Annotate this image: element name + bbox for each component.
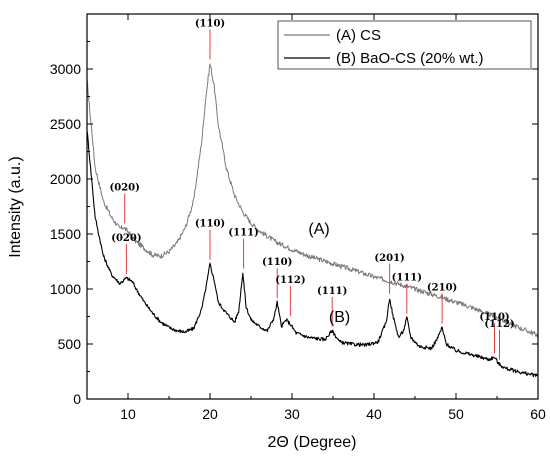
- peak-label: (020): [111, 233, 141, 244]
- curve-label-a: (A): [308, 221, 329, 238]
- peak-labels: (110)(020)(020)(110)(111)(110)(112)(111)…: [110, 19, 515, 360]
- x-axis-title: 2Θ (Degree): [268, 434, 357, 451]
- y-axis-ticks: 0 500 1000 1500 2000 2500 3000: [50, 41, 538, 407]
- legend-box: [277, 20, 532, 70]
- x-tick-label: 30: [284, 406, 300, 422]
- x-tick-label: 60: [530, 406, 546, 422]
- peak-label: (020): [110, 182, 140, 193]
- x-tick-label: 50: [448, 406, 464, 422]
- y-tick-label: 3000: [50, 61, 81, 77]
- plot-frame: [86, 13, 539, 400]
- peak-label: (110): [479, 312, 509, 323]
- peak-label: (112): [275, 275, 305, 286]
- x-axis-ticks: 10 20 30 40 50 60: [86, 14, 546, 422]
- y-tick-label: 0: [73, 391, 81, 407]
- peak-label: (201): [374, 253, 404, 264]
- series-line-bao-cs: [86, 130, 539, 378]
- y-tick-label: 500: [58, 336, 82, 352]
- y-tick-label: 1000: [50, 281, 81, 297]
- legend: (A) CS (B) BaO-CS (20% wt.): [277, 20, 532, 70]
- peak-label: (110): [262, 257, 292, 268]
- plot-background: [87, 14, 538, 399]
- series-line-cs: [86, 63, 539, 338]
- x-tick-label: 10: [120, 406, 136, 422]
- peak-label: (112): [484, 319, 514, 330]
- curve-label-b: (B): [329, 309, 350, 326]
- y-axis-title: Intensity (a.u.): [7, 156, 24, 257]
- peak-label: (110): [195, 219, 225, 230]
- peak-label: (111): [228, 228, 258, 239]
- peak-label: (210): [427, 283, 457, 294]
- legend-label-cs: (A) CS: [336, 27, 381, 44]
- curve-labels: (A) (B): [308, 221, 350, 326]
- x-tick-label: 20: [202, 406, 218, 422]
- x-tick-label: 40: [366, 406, 382, 422]
- peak-label: (110): [195, 19, 225, 30]
- y-tick-label: 2000: [50, 171, 81, 187]
- series-layer: [86, 63, 539, 378]
- peak-label: (111): [392, 273, 422, 284]
- peak-label: (111): [317, 286, 347, 297]
- y-tick-label: 1500: [50, 226, 81, 242]
- legend-label-bao-cs: (B) BaO-CS (20% wt.): [336, 50, 484, 67]
- y-tick-label: 2500: [50, 116, 81, 132]
